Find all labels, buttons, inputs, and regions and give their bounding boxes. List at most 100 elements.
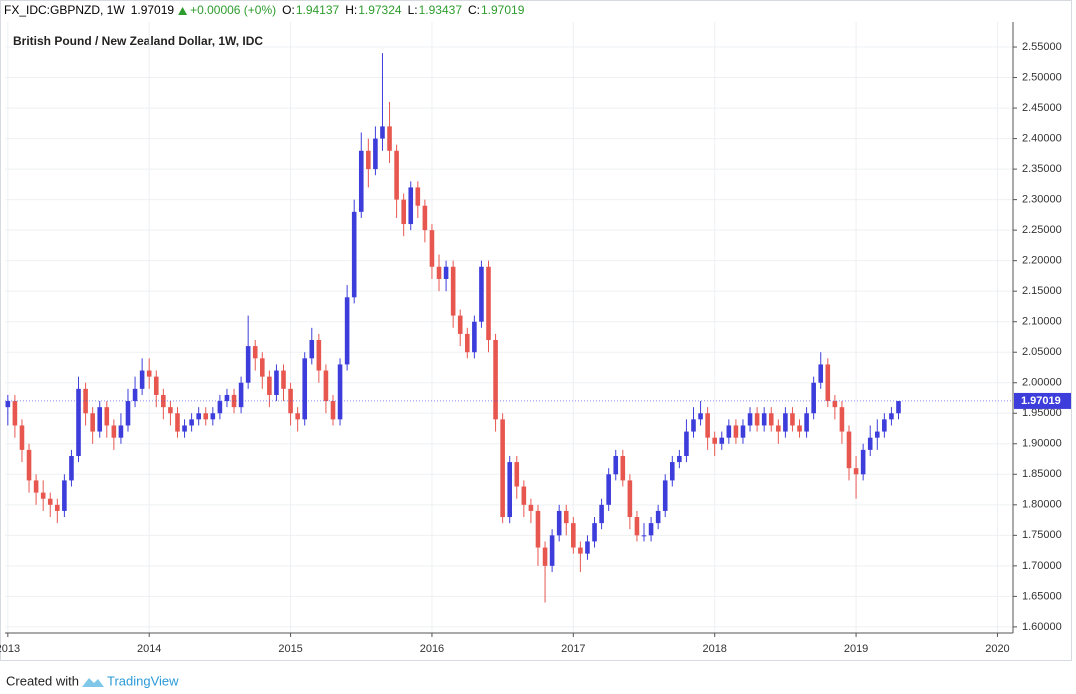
candle-body [55, 504, 60, 511]
candle-body [415, 187, 421, 206]
x-tick-label: 2014 [137, 643, 161, 655]
candle-body [281, 370, 286, 389]
last-price: 1.97019 [131, 3, 175, 17]
candle-body [662, 480, 668, 511]
candle-body [97, 407, 103, 432]
ohlc-label: H: [345, 3, 357, 17]
candle-body [76, 388, 81, 456]
ohlc-value: 1.94137 [296, 3, 340, 17]
candle-body [571, 523, 576, 548]
change: +0.00006 (+0%) [190, 3, 276, 17]
candle-body [719, 437, 725, 444]
candle-body [563, 510, 569, 524]
candle-body [578, 547, 583, 554]
ohlc-label: C: [468, 3, 480, 17]
candle-body [585, 541, 590, 554]
candle-body [549, 535, 555, 566]
header: FX_IDC:GBPNZD, 1W 1.97019 +0.00006 (+0%) O:… [4, 3, 525, 17]
x-tick-label: 2019 [844, 643, 868, 655]
candle-body [83, 388, 88, 414]
candle-body [797, 425, 802, 432]
y-tick-label: 2.40000 [1022, 132, 1062, 144]
candle-body [677, 455, 682, 463]
footer-prefix: Created with [6, 673, 79, 688]
candle-body [394, 150, 399, 200]
candle-body [380, 126, 385, 139]
candle-body [846, 431, 852, 469]
chart-title: British Pound / New Zealand Dollar, 1W, … [13, 34, 263, 48]
candle-body [698, 413, 703, 420]
candle-body [493, 340, 498, 420]
candle-body [889, 413, 894, 420]
candle-body [358, 150, 364, 212]
y-tick-label: 2.50000 [1022, 71, 1062, 83]
candle-body [761, 413, 767, 426]
footer-brand[interactable]: TradingView [107, 673, 179, 688]
y-tick-label: 2.15000 [1022, 285, 1062, 297]
candle-body [302, 358, 308, 420]
candle-body [238, 382, 244, 408]
ohlc-value: 1.97324 [358, 3, 402, 17]
candle-body [40, 492, 46, 499]
candle-body [26, 449, 32, 481]
candle-body [366, 150, 371, 170]
candle-body [726, 425, 732, 438]
y-tick-label: 1.90000 [1022, 438, 1062, 450]
candle-body [260, 358, 265, 377]
candle-body [521, 486, 527, 505]
candle-body [599, 504, 604, 524]
symbol: FX_IDC:GBPNZD, 1W [4, 3, 125, 17]
candle-body [613, 455, 619, 475]
candle-body [337, 364, 343, 420]
candle-body [592, 523, 597, 542]
candle-body [486, 266, 491, 341]
x-tick-label: 2016 [420, 643, 444, 655]
candle-body [351, 211, 357, 298]
candle-body [790, 413, 795, 426]
candle-body [33, 480, 39, 493]
candle-body [189, 419, 194, 426]
candle-body [217, 401, 223, 414]
candle-body [804, 413, 809, 432]
x-tick-label: 2018 [702, 643, 726, 655]
candle-body [882, 419, 887, 432]
ohlc-label: L: [408, 3, 418, 17]
y-tick-label: 2.10000 [1022, 316, 1062, 328]
candle-body [818, 364, 824, 383]
candle-body [450, 266, 456, 316]
candle-body [111, 425, 117, 438]
y-tick-label: 1.80000 [1022, 499, 1062, 511]
candle-body [874, 431, 880, 438]
ohlc-value: 1.93437 [419, 3, 463, 17]
candle-body [125, 401, 131, 426]
candle-body [323, 370, 329, 402]
candle-body [90, 413, 95, 432]
candle-body [153, 376, 159, 395]
candle-body [860, 449, 866, 475]
y-tick-label: 1.70000 [1022, 560, 1062, 572]
y-tick-label: 2.35000 [1022, 163, 1062, 175]
candle-body [210, 413, 216, 420]
x-tick-label: 2013 [0, 643, 20, 655]
candle-body [514, 462, 520, 487]
candle-body [69, 455, 74, 481]
last-price-label: 1.97019 [1021, 395, 1061, 407]
candle-body [535, 510, 541, 548]
ohlc-label: O: [282, 3, 295, 17]
y-tick-label: 2.45000 [1022, 102, 1062, 114]
candle-body [634, 517, 640, 536]
candle-body [705, 413, 710, 438]
candle-body [224, 394, 230, 402]
candle-body [479, 266, 484, 322]
candle-body [12, 401, 18, 426]
last-price-box [1014, 392, 1071, 409]
candle-body [768, 413, 774, 426]
candle-body [655, 510, 661, 524]
candle-body [896, 401, 901, 414]
logo [82, 678, 104, 687]
candle-body [47, 498, 53, 505]
y-tick-label: 2.00000 [1022, 377, 1062, 389]
candle-body [267, 376, 272, 395]
y-tick-label: 2.30000 [1022, 194, 1062, 206]
